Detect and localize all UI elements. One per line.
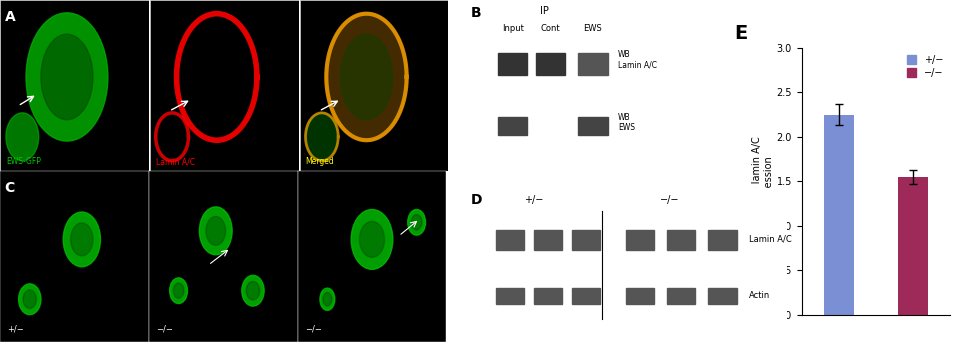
Ellipse shape xyxy=(71,223,93,256)
Bar xyxy=(667,230,695,250)
Ellipse shape xyxy=(173,283,184,298)
Ellipse shape xyxy=(359,222,385,258)
Ellipse shape xyxy=(200,207,232,255)
Text: −/−: −/− xyxy=(156,325,173,334)
Ellipse shape xyxy=(305,113,338,161)
Ellipse shape xyxy=(242,275,264,306)
Text: C: C xyxy=(5,181,14,195)
Ellipse shape xyxy=(23,290,36,308)
Text: Merged: Merged xyxy=(305,157,334,166)
Text: +/−: +/− xyxy=(8,325,24,334)
Text: WB
Lamin A/C: WB Lamin A/C xyxy=(618,51,658,70)
Text: −/−: −/− xyxy=(305,325,322,334)
Text: E: E xyxy=(734,24,748,43)
Text: Lamin A/C: Lamin A/C xyxy=(156,157,195,166)
Bar xyxy=(578,53,608,75)
Ellipse shape xyxy=(325,13,407,141)
Bar xyxy=(495,230,524,250)
Text: Cont: Cont xyxy=(540,25,561,34)
Text: WB
EWS: WB EWS xyxy=(618,113,636,132)
Ellipse shape xyxy=(6,113,38,161)
Text: A: A xyxy=(5,10,15,24)
Text: Actin: Actin xyxy=(749,291,771,300)
Text: D: D xyxy=(470,193,482,207)
Ellipse shape xyxy=(320,288,335,311)
Legend: +/−, −/−: +/−, −/− xyxy=(904,53,946,80)
Text: Input: Input xyxy=(502,25,523,34)
Ellipse shape xyxy=(247,281,259,300)
Text: +/−: +/− xyxy=(524,196,543,206)
Ellipse shape xyxy=(341,34,393,120)
Ellipse shape xyxy=(351,209,393,269)
Bar xyxy=(536,53,565,75)
Text: B: B xyxy=(470,6,481,19)
Bar xyxy=(498,53,527,75)
Text: −/−: −/− xyxy=(660,196,680,206)
Bar xyxy=(708,288,736,304)
Bar xyxy=(667,288,695,304)
Bar xyxy=(824,115,853,315)
Bar xyxy=(899,177,928,315)
Bar xyxy=(578,117,608,135)
Bar xyxy=(572,288,600,304)
Ellipse shape xyxy=(411,215,422,230)
Bar xyxy=(498,117,527,135)
Ellipse shape xyxy=(206,216,226,245)
Text: EWS-GFP: EWS-GFP xyxy=(6,157,41,166)
Bar xyxy=(626,230,654,250)
Ellipse shape xyxy=(408,209,425,235)
Text: Lamin A/C: Lamin A/C xyxy=(749,234,792,244)
Ellipse shape xyxy=(41,34,93,120)
Ellipse shape xyxy=(18,284,41,315)
Ellipse shape xyxy=(170,278,187,304)
Bar xyxy=(626,288,654,304)
Text: EWS: EWS xyxy=(584,25,602,34)
Ellipse shape xyxy=(63,212,101,267)
Bar xyxy=(708,230,736,250)
Ellipse shape xyxy=(26,13,108,141)
Bar xyxy=(495,288,524,304)
Bar xyxy=(534,230,563,250)
Bar xyxy=(572,230,600,250)
Text: IP: IP xyxy=(540,6,549,16)
Bar xyxy=(534,288,563,304)
Y-axis label: Relative lamin A/C
expression: Relative lamin A/C expression xyxy=(752,136,774,226)
Ellipse shape xyxy=(323,293,332,306)
